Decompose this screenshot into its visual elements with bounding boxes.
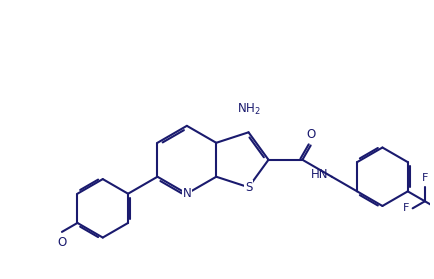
Text: HN: HN [310, 168, 327, 181]
Text: N: N [182, 187, 191, 200]
Text: O: O [57, 236, 66, 249]
Text: NH$_2$: NH$_2$ [236, 102, 260, 117]
Text: F: F [421, 173, 427, 183]
Text: S: S [244, 181, 252, 194]
Text: O: O [306, 128, 315, 141]
Text: F: F [401, 203, 408, 213]
